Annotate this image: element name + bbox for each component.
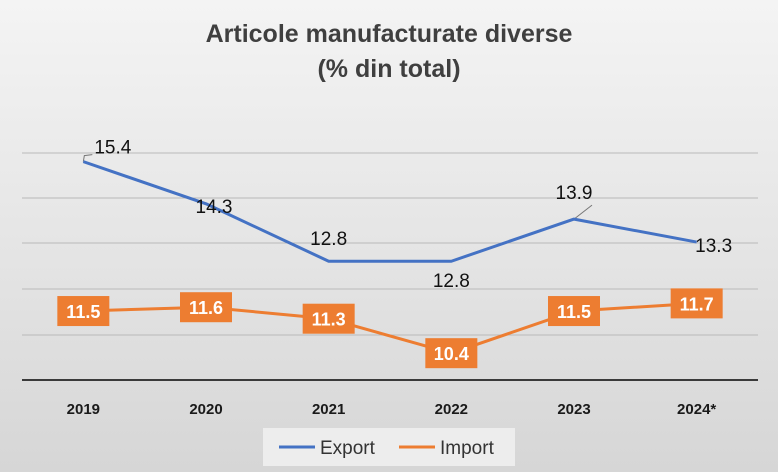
x-tick-label: 2019 (67, 401, 100, 418)
data-label-import: 10.4 (434, 344, 469, 364)
x-tick-label: 2020 (189, 401, 222, 418)
x-tick-label: 2024* (677, 401, 716, 418)
chart-subtitle: (% din total) (317, 55, 460, 83)
data-label-export: 12.8 (433, 271, 470, 292)
legend: Export Import (263, 428, 515, 466)
data-label-import-box (548, 296, 600, 327)
data-label-import: 11.3 (312, 310, 346, 330)
series-line-import (83, 301, 697, 355)
x-tick-label: 2021 (312, 401, 345, 418)
data-label-import-box (302, 303, 355, 334)
series-line-export (82, 160, 697, 263)
data-label-export: 14.3 (196, 197, 233, 218)
data-label-import: 11.7 (680, 294, 714, 314)
data-label-import: 11.6 (189, 298, 223, 318)
data-label-import-box (180, 292, 232, 323)
leader-line (82, 154, 93, 162)
x-axis-ticks: 2019 2020 2021 2022 2023 2024* (67, 401, 717, 418)
data-label-export: 13.9 (556, 183, 593, 204)
data-label-import-box (57, 296, 110, 327)
data-label-export: 12.8 (310, 229, 347, 250)
data-label-import-box (670, 288, 723, 319)
label-leader-lines (82, 154, 593, 220)
data-label-import: 11.5 (557, 302, 591, 322)
chart-title: Articole manufacturate diverse (206, 20, 573, 48)
data-label-export: 13.3 (695, 236, 732, 257)
data-label-import: 11.5 (66, 302, 100, 322)
legend-label-import: Import (440, 438, 495, 459)
export-data-labels: 15.4 14.3 12.8 12.8 13.9 13.3 (94, 138, 732, 293)
legend-label-export: Export (320, 438, 376, 459)
data-label-import-box (425, 338, 478, 369)
x-tick-label: 2022 (435, 401, 468, 418)
x-tick-label: 2023 (557, 401, 590, 418)
leader-line (573, 204, 593, 220)
import-data-labels: 11.5 11.6 11.3 10.4 11.5 11.7 (57, 288, 723, 369)
series-lines (82, 160, 697, 355)
data-label-export: 15.4 (94, 138, 131, 159)
